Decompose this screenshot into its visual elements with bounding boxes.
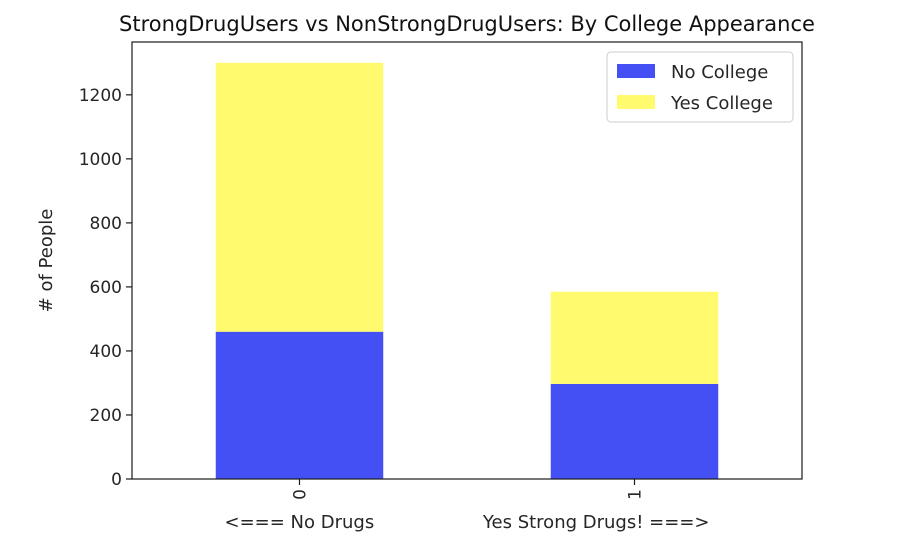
legend-label: Yes College [670, 93, 773, 114]
bar-yes-college-0 [215, 62, 384, 332]
y-tick-label: 0 [111, 470, 122, 490]
y-tick-label: 800 [90, 214, 122, 234]
y-axis: 0 200 400 600 800 1000 1200 [79, 86, 132, 490]
y-tick-label: 1000 [79, 150, 122, 170]
x-tick-label: 0 [291, 489, 311, 500]
y-tick-label: 200 [90, 406, 122, 426]
y-tick-label: 400 [90, 342, 122, 362]
legend-swatch [617, 95, 655, 109]
y-tick-label: 600 [90, 278, 122, 298]
y-tick-label: 1200 [79, 86, 122, 106]
x-axis-title: <=== No Drugs Yes Strong Drugs! ===> [224, 512, 709, 533]
legend-swatch [617, 64, 655, 78]
bar-yes-college-1 [550, 291, 719, 384]
legend: No College Yes College [606, 51, 794, 123]
plot-frame [131, 41, 803, 480]
legend-label: No College [671, 62, 768, 83]
bars-layer [215, 62, 719, 479]
chart-title: StrongDrugUsers vs NonStrongDrugUsers: B… [119, 12, 815, 36]
bar-no-college-0 [215, 331, 384, 479]
y-axis-title: # of People [36, 209, 57, 313]
bar-no-college-1 [550, 383, 719, 479]
x-tick-label: 1 [626, 489, 646, 500]
